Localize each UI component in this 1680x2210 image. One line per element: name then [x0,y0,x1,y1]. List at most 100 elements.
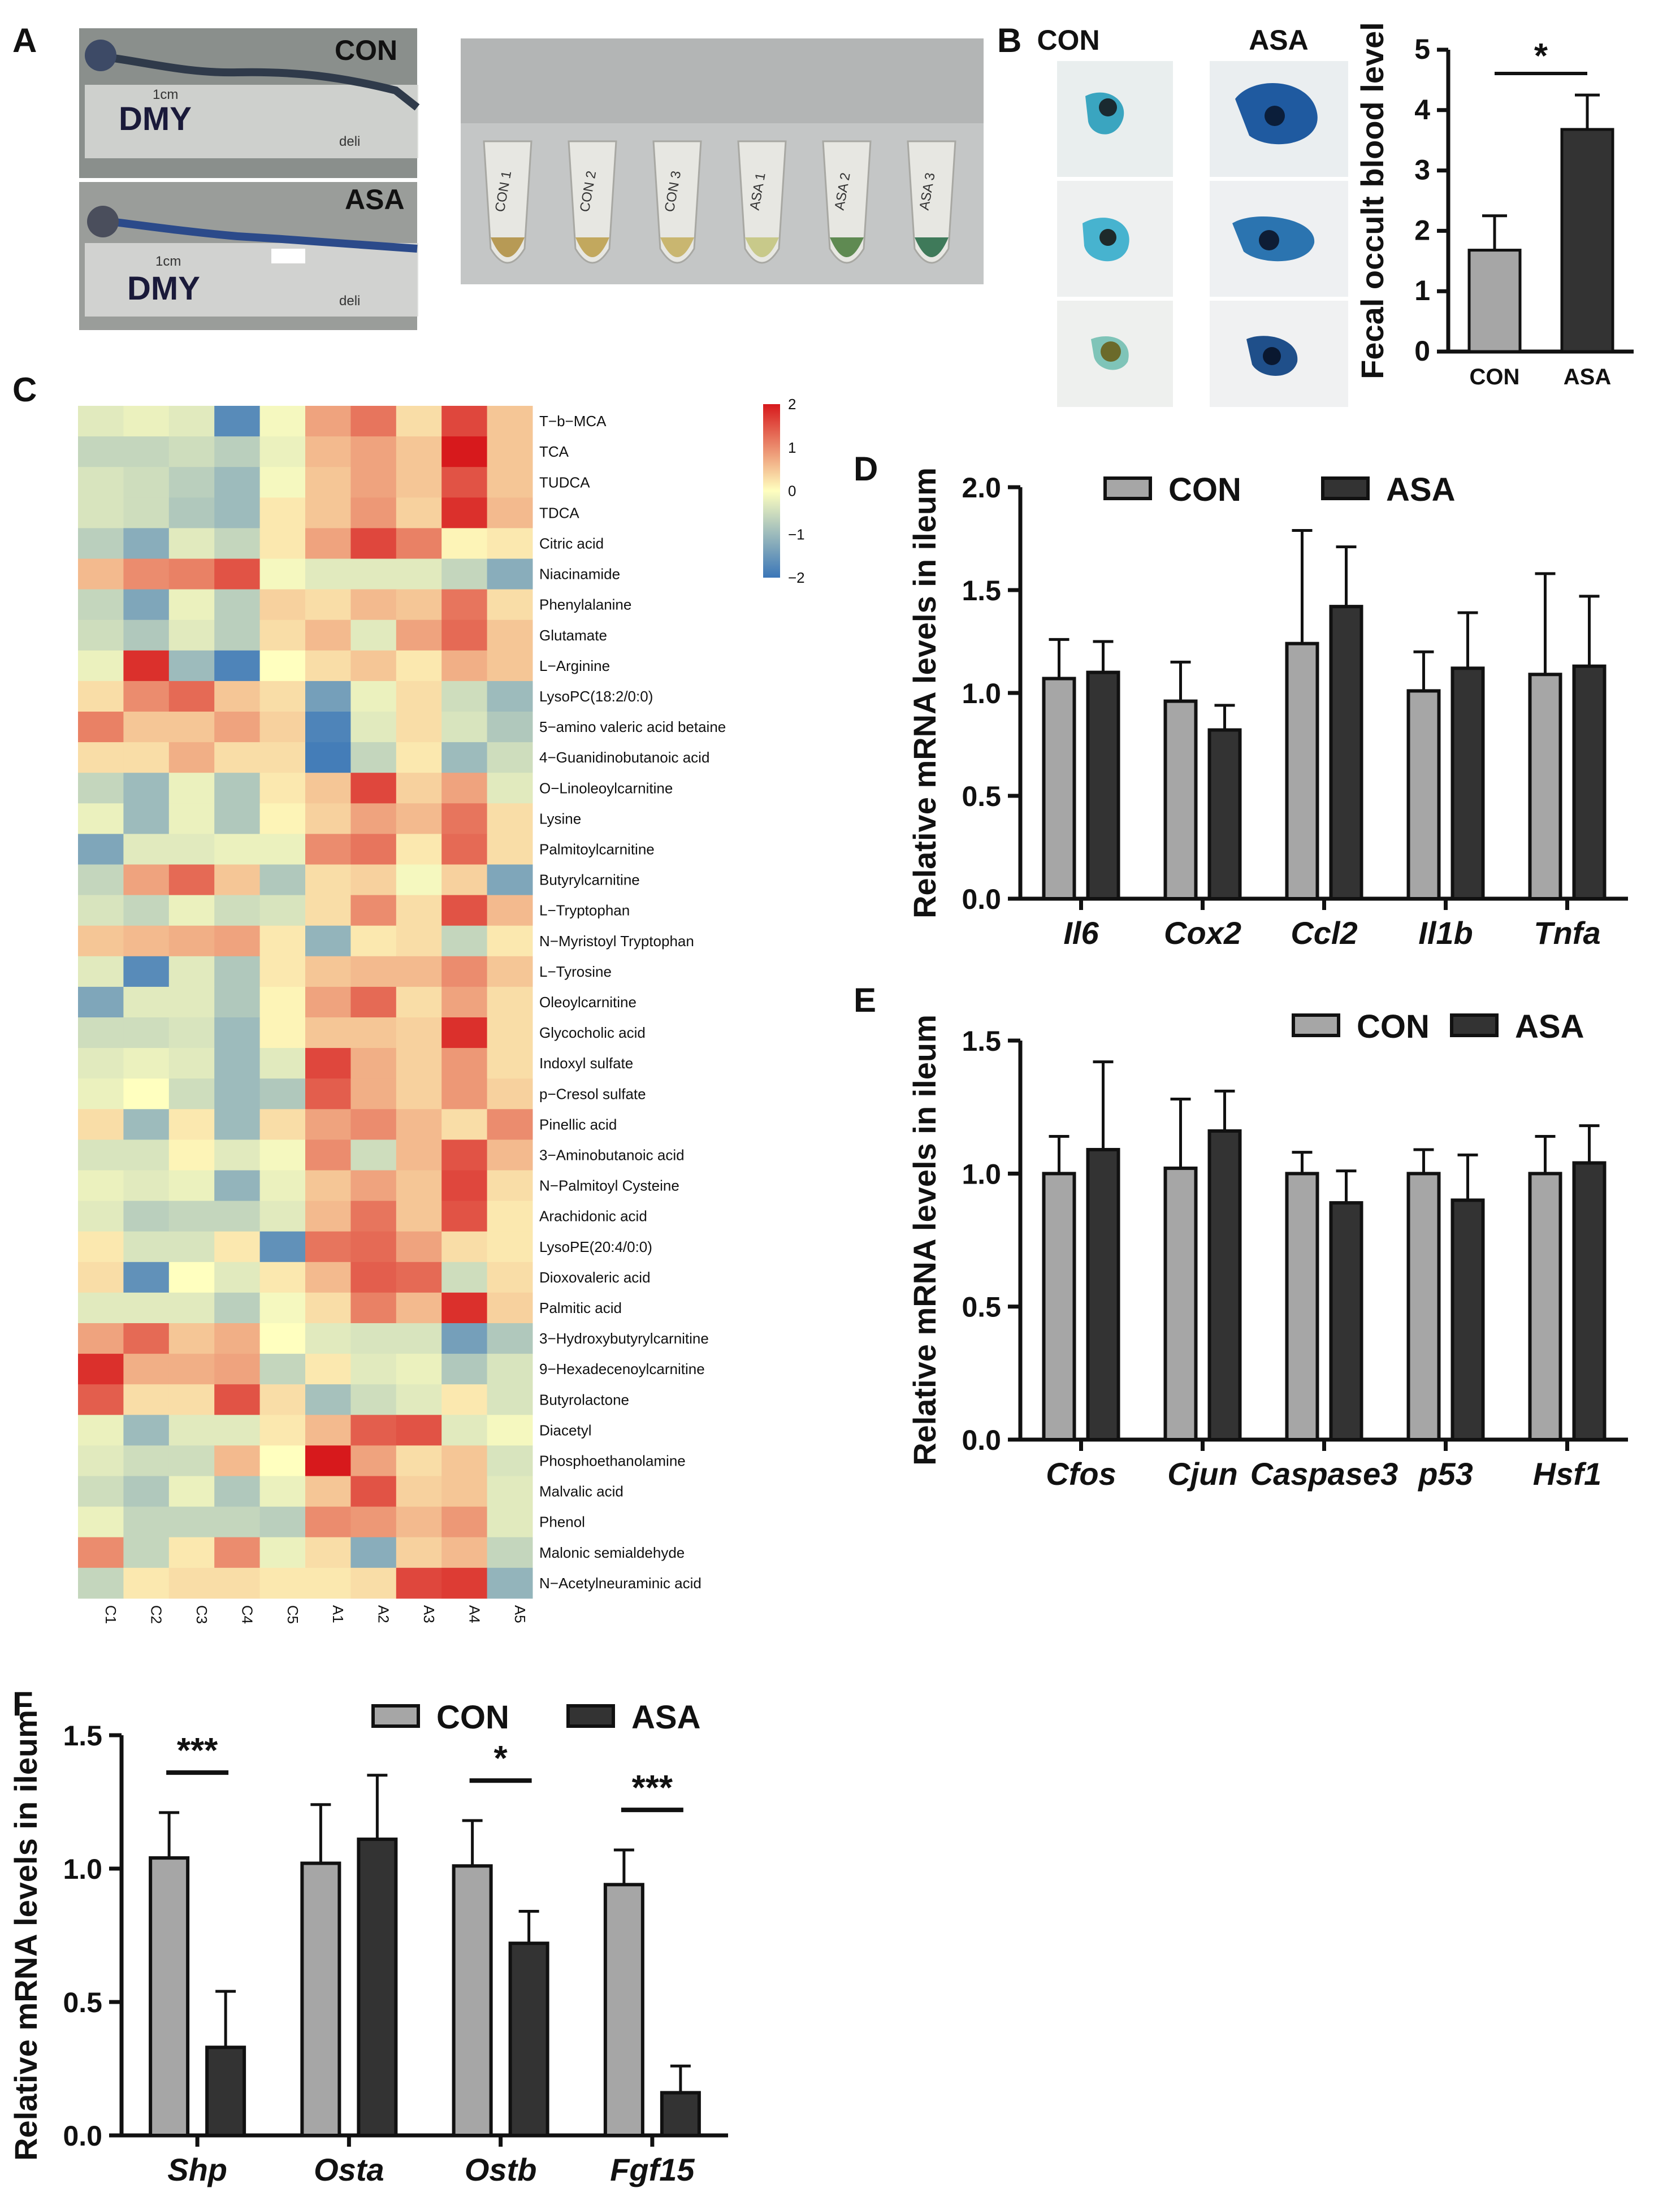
heatmap-cell [350,1231,397,1263]
heatmap-cell [396,925,442,957]
heatmap-cell [168,1170,215,1202]
heatmap-cell [487,864,533,896]
tube-liquid [830,237,864,257]
heatmap-cell [259,528,306,559]
heatmap-cell [441,1109,488,1140]
heatmap-cell [396,1445,442,1476]
heatmap-cell [214,1567,261,1599]
x-category-label: Cox2 [1164,915,1241,951]
heatmap-row-label: 3−Hydroxybutyrylcarnitine [539,1330,709,1347]
heatmap-cell [123,1292,170,1324]
heatmap-row-label: Phosphoethanolamine [539,1452,686,1469]
tube-liquid [575,237,609,257]
bar-asa-ccl2 [1329,605,1363,900]
heatmap-row-label: Phenol [539,1514,585,1531]
heatmap-cell [168,436,215,467]
x-category-label: Fgf15 [610,2152,695,2187]
heatmap-cell [214,528,261,559]
tube-body [737,140,787,264]
panel-letter-e: E [854,981,876,1019]
heatmap-cell [441,712,488,743]
heatmap-row-label: Butyrolactone [539,1391,629,1408]
heatmap-cell [123,467,170,498]
x-category-label: ASA [1564,365,1611,389]
heatmap-cell [305,681,351,712]
heatmap-cell [214,1415,261,1446]
heatmap-cell [441,1445,488,1476]
heatmap-cell [214,834,261,865]
heatmap-cell [214,1017,261,1048]
heatmap-cell [441,1048,488,1079]
panel-b-photos: CON ASA [1037,24,1348,407]
bar-con-tnfa [1528,673,1562,900]
heatmap-cell [78,1170,124,1202]
heatmap-cell [123,1415,170,1446]
heatmap-cell [396,1078,442,1110]
ruler-brand-text: deli [339,134,360,149]
heatmap-col-label: A5 [512,1605,529,1623]
heatmap-cell [214,1109,261,1140]
x-category-label: CON [1470,365,1520,389]
heatmap-cell [214,1323,261,1354]
heatmap-cell [441,528,488,559]
heatmap-row-label: Lysine [539,810,581,827]
heatmap-row-label: Butyrylcarnitine [539,872,640,889]
heatmap-cell [123,1078,170,1110]
heatmap-cell [123,925,170,957]
heatmap-cell [168,895,215,926]
tube-liquid [660,237,694,257]
tube-4: ASA 1 [737,140,787,264]
heatmap-cell [168,1476,215,1507]
bar-con-ccl2 [1285,642,1319,900]
intestine-photo-asa: DMY ASA 1cm deli [79,182,418,330]
y-tick-label: 1.0 [63,1853,102,1885]
heatmap-cell [168,1445,215,1476]
heatmap-cell [396,712,442,743]
heatmap-cell [487,1262,533,1293]
heatmap-cell [123,1048,170,1079]
heatmap-cell [396,1109,442,1140]
heatmap-cell [123,1445,170,1476]
heatmap-cell [259,1078,306,1110]
heatmap-cell [487,925,533,957]
heatmap-cell [214,436,261,467]
heatmap-cell [78,528,124,559]
heatmap-cell [396,406,442,437]
legend-swatch-asa [566,1704,615,1728]
bar-con-il6 [1042,677,1076,901]
heatmap-cell [123,1139,170,1171]
heatmap-col-label: A1 [330,1605,347,1623]
heatmap-row-label: Glycocholic acid [539,1024,646,1041]
bar-con-cjun [1163,1166,1198,1441]
heatmap-cell [305,1323,351,1354]
bar-asa-caspase3 [1329,1201,1363,1442]
colorbar-tick-label: 2 [788,396,796,413]
heatmap-cell [168,1537,215,1568]
heatmap-cell [487,467,533,498]
tube-1: CON 1 [483,140,532,264]
heatmap-cell [396,1262,442,1293]
heatmap-cell [305,1017,351,1048]
heatmap-cell [214,803,261,834]
heatmap-cell [396,558,442,590]
ruler-unit-text-2: 1cm [155,254,181,269]
heatmap-cell [78,956,124,987]
heatmap-cell [350,1201,397,1232]
heatmap-cell [305,1567,351,1599]
stool-card-con-3 [1057,301,1173,407]
heatmap-cell [168,1078,215,1110]
heatmap-cell [168,589,215,621]
heatmap-cell [487,1445,533,1476]
heatmap-cell [487,558,533,590]
heatmap-cell [168,1292,215,1324]
x-category-label: Il1b [1418,915,1473,951]
heatmap-cell [214,619,261,651]
heatmap-cell [78,1354,124,1385]
heatmap-cell [350,1445,397,1476]
heatmap-cell [259,1139,306,1171]
heatmap-cell [487,712,533,743]
heatmap-cell [78,1017,124,1048]
heatmap-cell [396,773,442,804]
heatmap-cell [441,956,488,987]
photo-label-asa: ASA [345,184,405,215]
